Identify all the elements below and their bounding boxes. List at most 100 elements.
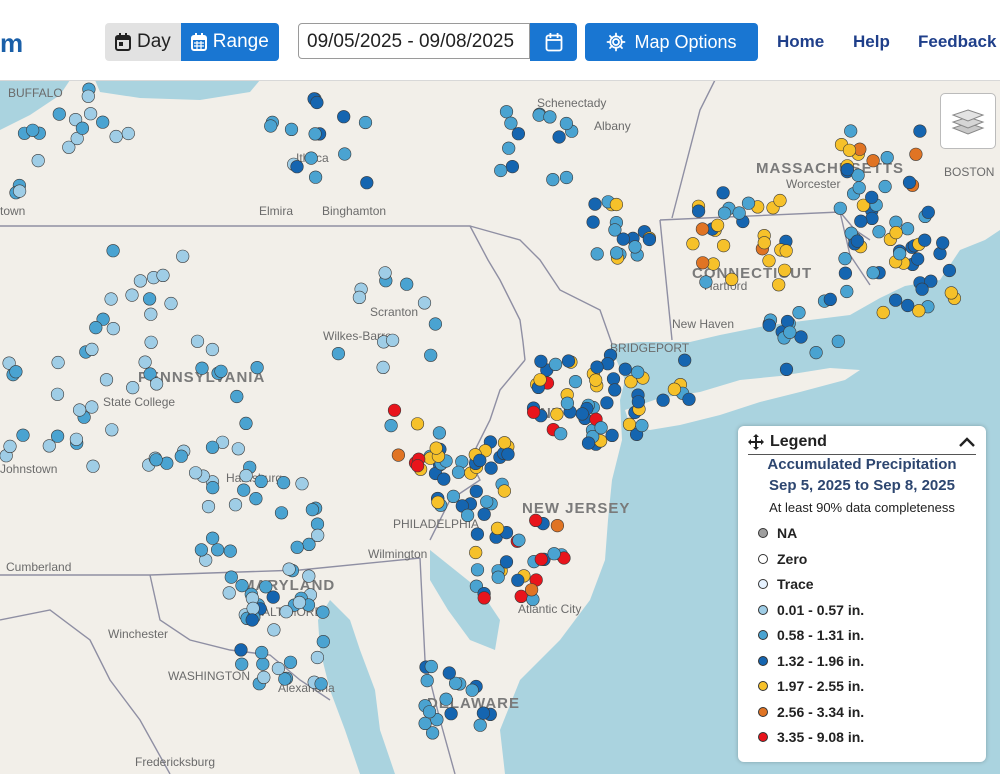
station-marker[interactable] bbox=[99, 373, 114, 387]
station-marker[interactable] bbox=[850, 234, 865, 248]
station-marker[interactable] bbox=[893, 247, 907, 261]
station-marker[interactable] bbox=[89, 321, 103, 335]
station-marker[interactable] bbox=[491, 570, 505, 584]
station-marker[interactable] bbox=[809, 346, 823, 360]
station-marker[interactable] bbox=[792, 306, 806, 320]
station-marker[interactable] bbox=[717, 206, 732, 220]
station-marker[interactable] bbox=[762, 318, 776, 332]
station-marker[interactable] bbox=[944, 286, 958, 300]
station-marker[interactable] bbox=[105, 423, 119, 437]
station-marker[interactable] bbox=[290, 160, 304, 174]
station-marker[interactable] bbox=[783, 325, 797, 339]
station-marker[interactable] bbox=[16, 428, 30, 442]
station-marker[interactable] bbox=[106, 244, 120, 258]
station-marker[interactable] bbox=[231, 442, 245, 456]
station-marker[interactable] bbox=[150, 377, 164, 391]
station-marker[interactable] bbox=[316, 634, 330, 649]
map-options-button[interactable]: Map Options bbox=[585, 23, 758, 61]
station-marker[interactable] bbox=[480, 495, 494, 509]
station-marker[interactable] bbox=[391, 448, 406, 462]
station-marker[interactable] bbox=[190, 334, 205, 348]
station-marker[interactable] bbox=[384, 419, 398, 433]
station-marker[interactable] bbox=[376, 360, 390, 375]
station-marker[interactable] bbox=[62, 140, 76, 154]
station-marker[interactable] bbox=[206, 481, 220, 495]
station-marker[interactable] bbox=[411, 459, 425, 473]
station-marker[interactable] bbox=[104, 292, 118, 306]
station-marker[interactable] bbox=[838, 252, 852, 266]
station-marker[interactable] bbox=[533, 373, 547, 387]
station-marker[interactable] bbox=[86, 459, 100, 473]
station-marker[interactable] bbox=[866, 266, 880, 280]
station-marker[interactable] bbox=[772, 278, 786, 292]
station-marker[interactable] bbox=[936, 236, 950, 250]
station-marker[interactable] bbox=[174, 449, 188, 463]
station-marker[interactable] bbox=[201, 500, 216, 514]
station-marker[interactable] bbox=[250, 361, 264, 375]
station-marker[interactable] bbox=[206, 531, 220, 545]
station-marker[interactable] bbox=[589, 373, 603, 387]
station-marker[interactable] bbox=[310, 517, 325, 531]
station-marker[interactable] bbox=[279, 605, 293, 619]
station-marker[interactable] bbox=[271, 661, 286, 676]
station-marker[interactable] bbox=[266, 590, 280, 604]
station-marker[interactable] bbox=[26, 123, 40, 137]
station-marker[interactable] bbox=[81, 89, 95, 103]
station-marker[interactable] bbox=[511, 573, 525, 587]
station-marker[interactable] bbox=[473, 718, 487, 732]
station-marker[interactable] bbox=[424, 348, 438, 362]
station-marker[interactable] bbox=[915, 282, 929, 296]
station-marker[interactable] bbox=[316, 605, 330, 619]
station-marker[interactable] bbox=[410, 417, 425, 431]
station-marker[interactable] bbox=[548, 357, 563, 372]
station-marker[interactable] bbox=[609, 246, 624, 260]
station-marker[interactable] bbox=[581, 436, 596, 450]
station-marker[interactable] bbox=[254, 474, 268, 489]
station-marker[interactable] bbox=[256, 657, 270, 671]
station-marker[interactable] bbox=[554, 427, 568, 441]
station-marker[interactable] bbox=[844, 124, 858, 138]
station-marker[interactable] bbox=[546, 172, 560, 187]
station-marker[interactable] bbox=[125, 288, 139, 302]
station-marker[interactable] bbox=[473, 453, 487, 468]
station-marker[interactable] bbox=[476, 706, 491, 720]
station-marker[interactable] bbox=[469, 484, 483, 498]
station-marker[interactable] bbox=[622, 417, 637, 432]
station-marker[interactable] bbox=[469, 545, 483, 560]
station-marker[interactable] bbox=[682, 392, 696, 406]
station-marker[interactable] bbox=[550, 519, 565, 533]
station-marker[interactable] bbox=[872, 225, 886, 239]
station-marker[interactable] bbox=[911, 252, 925, 266]
station-marker[interactable] bbox=[842, 143, 857, 157]
station-marker[interactable] bbox=[222, 586, 236, 600]
station-marker[interactable] bbox=[608, 383, 622, 397]
station-marker[interactable] bbox=[477, 507, 491, 521]
station-marker[interactable] bbox=[667, 382, 682, 396]
station-marker[interactable] bbox=[635, 418, 649, 433]
station-marker[interactable] bbox=[9, 365, 23, 379]
station-marker[interactable] bbox=[876, 305, 890, 320]
station-marker[interactable] bbox=[246, 601, 260, 616]
station-marker[interactable] bbox=[302, 569, 316, 583]
station-marker[interactable] bbox=[502, 141, 516, 155]
station-marker[interactable] bbox=[762, 254, 776, 268]
station-marker[interactable] bbox=[13, 184, 27, 198]
station-marker[interactable] bbox=[823, 292, 837, 306]
station-marker[interactable] bbox=[338, 147, 352, 161]
station-marker[interactable] bbox=[505, 159, 520, 174]
station-marker[interactable] bbox=[96, 312, 110, 326]
station-marker[interactable] bbox=[223, 544, 237, 558]
station-marker[interactable] bbox=[337, 110, 351, 124]
station-marker[interactable] bbox=[109, 129, 123, 144]
station-marker[interactable] bbox=[75, 121, 89, 135]
station-marker[interactable] bbox=[924, 274, 938, 288]
station-marker[interactable] bbox=[552, 130, 566, 144]
station-marker[interactable] bbox=[524, 583, 539, 597]
station-marker[interactable] bbox=[716, 239, 731, 253]
station-marker[interactable] bbox=[156, 268, 170, 282]
station-marker[interactable] bbox=[504, 116, 518, 130]
station-marker[interactable] bbox=[725, 272, 739, 286]
station-marker[interactable] bbox=[833, 201, 847, 215]
station-marker[interactable] bbox=[257, 670, 271, 685]
station-marker[interactable] bbox=[628, 240, 642, 254]
